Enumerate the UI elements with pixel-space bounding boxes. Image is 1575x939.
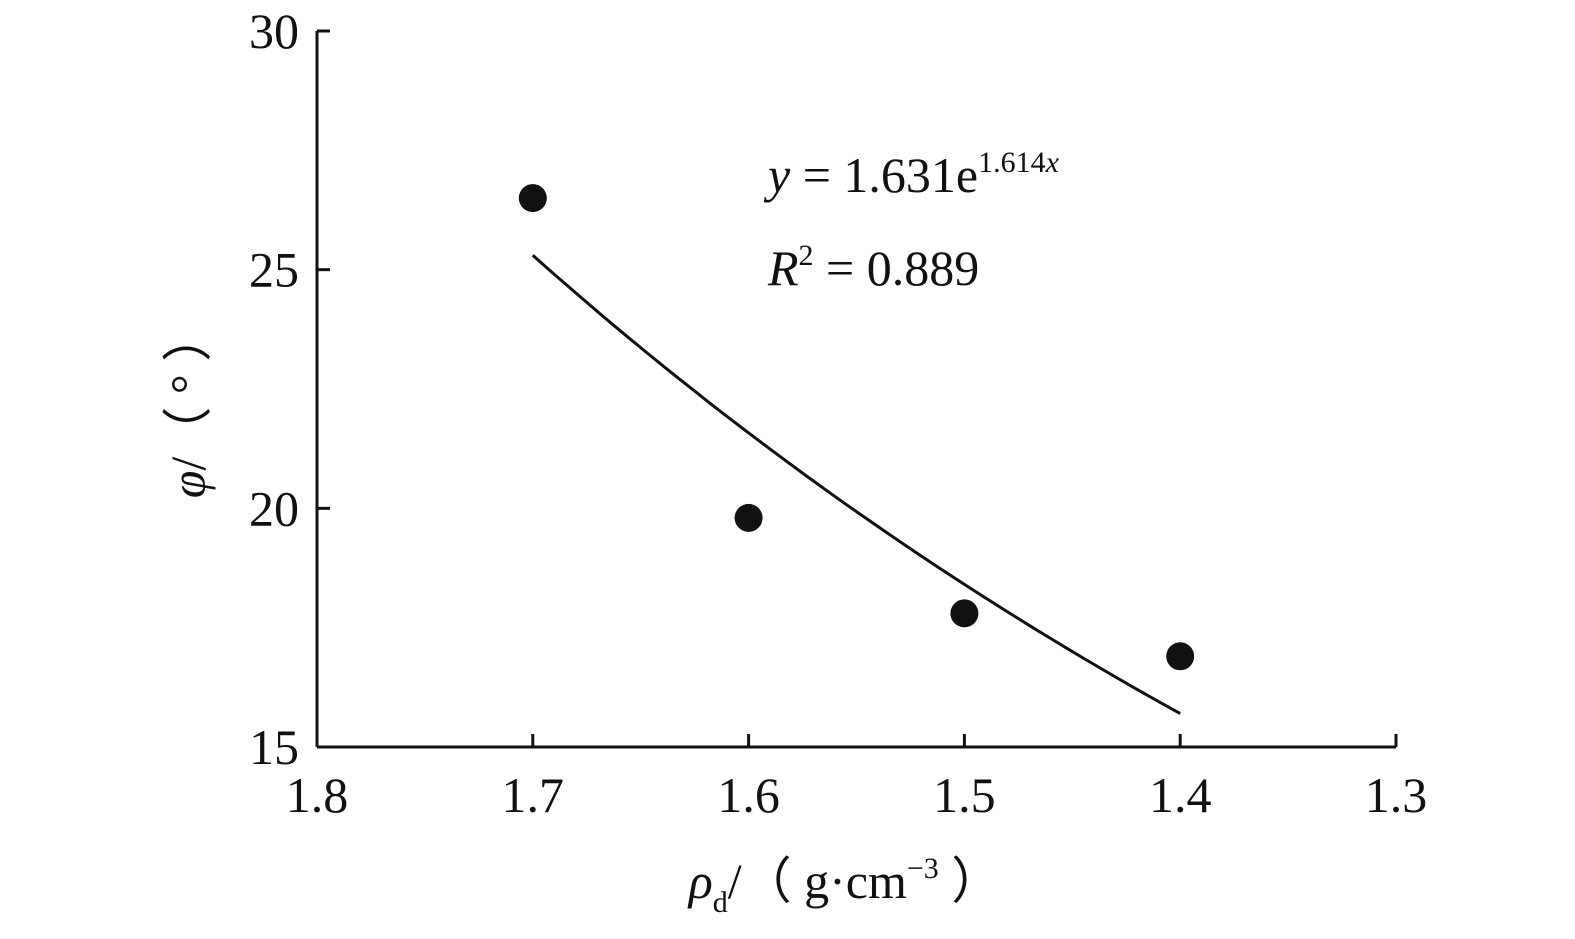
equation-exp-var: x [1045,146,1060,179]
x-tick-label: 1.8 [286,767,349,823]
x-tick-label: 1.4 [1149,767,1212,823]
y-axis-symbol: φ [160,471,216,499]
x-axis-unit-suffix: ） [939,853,1002,909]
x-ticks: 1.8 1.7 1.6 1.5 1.4 1.3 [286,734,1428,823]
x-axis-unit-prefix: /（ g·cm [728,853,907,909]
y-tick-label: 15 [249,719,299,775]
x-tick-label: 1.5 [933,767,996,823]
data-point [1166,642,1195,671]
data-point [734,503,763,532]
r2-symbol: R [767,240,799,296]
y-tick-label: 30 [249,3,299,59]
x-tick-label: 1.3 [1365,767,1428,823]
fit-equation: y = 1.631e1.614x [763,146,1060,203]
y-axis-unit: /（ ° ） [160,312,216,471]
equation-exp: 1.614 [978,146,1046,179]
y-tick-label: 25 [249,242,299,298]
r2-value: = 0.889 [814,240,980,296]
y-tick-label: 20 [249,480,299,536]
x-axis-subscript: d [713,886,728,919]
r2-sup: 2 [799,239,814,272]
data-points [518,184,1195,671]
r-squared: R2 = 0.889 [767,239,979,296]
data-point [950,599,979,628]
y-axis-title: φ/（ ° ） [160,312,216,499]
equation-mid: = 1.631e [790,147,978,203]
y-ticks: 15 20 25 30 [249,3,330,775]
equation-lhs: y [763,147,791,203]
fit-curve [531,254,1181,715]
axes [315,31,1396,749]
x-axis-symbol: ρ [687,853,713,909]
x-axis-title: ρd/（ g·cm−3 ） [687,852,1002,919]
data-point [518,184,547,213]
x-axis-unit-exponent: −3 [907,852,939,885]
x-tick-label: 1.6 [717,767,780,823]
x-tick-label: 1.7 [502,767,565,823]
